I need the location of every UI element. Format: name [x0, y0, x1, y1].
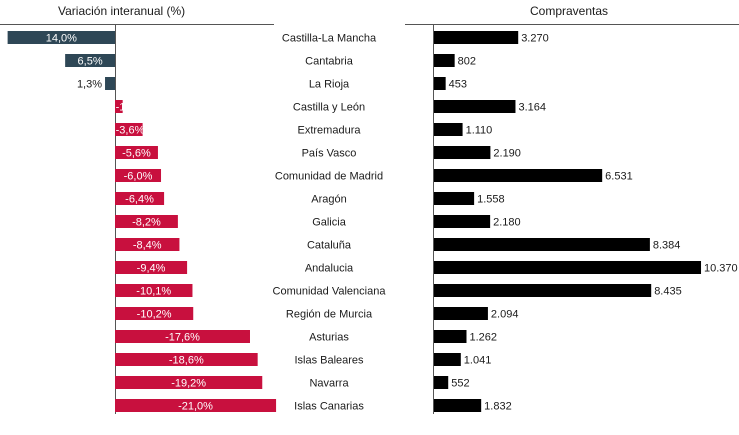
left-bar-label: -17,6% — [165, 332, 200, 344]
right-bar-label: 2.190 — [493, 148, 521, 160]
left-bar — [115, 169, 162, 182]
right-bar-label: 802 — [458, 56, 476, 68]
right-bar — [434, 261, 702, 274]
right-bar — [434, 31, 519, 44]
left-bar-label: -18,6% — [169, 355, 204, 367]
right-bar — [434, 307, 488, 320]
left-bar-label: 1,3% — [77, 79, 102, 91]
left-bar-label: 6,5% — [78, 56, 103, 68]
category-label: Región de Murcia — [286, 309, 373, 321]
category-label: Cantabria — [305, 56, 354, 68]
right-bar — [434, 284, 652, 297]
left-chart-title: Variación interanual (%) — [58, 4, 186, 18]
right-bar-label: 1.262 — [469, 332, 497, 344]
left-bar — [115, 399, 277, 412]
left-bar — [115, 330, 250, 343]
right-bar-label: 3.270 — [521, 33, 549, 45]
category-label: Extremadura — [298, 125, 362, 137]
right-bar — [434, 146, 491, 159]
right-bar — [434, 169, 603, 182]
left-bar — [65, 54, 115, 67]
left-bar-label: -6,4% — [125, 194, 154, 206]
left-bar — [115, 123, 143, 136]
category-label: Cataluña — [307, 240, 352, 252]
left-bar — [115, 353, 258, 366]
right-bar-label: 1.832 — [484, 401, 512, 413]
right-bar — [434, 54, 455, 67]
right-bar — [434, 192, 475, 205]
right-bar — [434, 238, 650, 251]
category-label: Aragón — [311, 194, 346, 206]
right-bar-label: 1.110 — [466, 125, 493, 137]
left-bar — [115, 146, 158, 159]
right-bar — [434, 215, 491, 228]
right-bar-label: 1.558 — [477, 194, 505, 206]
category-label: Andalucia — [305, 263, 354, 275]
left-bar — [115, 192, 165, 205]
left-bar-label: -9,4% — [137, 263, 166, 275]
left-bar — [105, 77, 115, 90]
category-label: País Vasco — [302, 148, 357, 160]
right-bar-label: 6.531 — [605, 171, 633, 183]
right-bar-label: 1.041 — [464, 355, 492, 367]
category-label: Castilla-La Mancha — [282, 33, 377, 45]
left-bar — [7, 31, 115, 44]
right-bar — [434, 353, 461, 366]
right-bar — [434, 77, 446, 90]
left-bar — [115, 376, 263, 389]
left-bar — [115, 261, 188, 274]
category-label: Asturias — [309, 332, 349, 344]
left-bar-label: -8,4% — [133, 240, 162, 252]
left-bar — [115, 215, 178, 228]
right-bar — [434, 399, 482, 412]
right-bar — [434, 100, 516, 113]
left-bar-label: -5,6% — [122, 148, 151, 160]
right-bar-label: 2.094 — [491, 309, 519, 321]
left-bar — [115, 100, 123, 113]
right-bar-label: 8.435 — [654, 286, 682, 298]
left-bar — [115, 238, 180, 251]
left-bar-label: -10,2% — [137, 309, 172, 321]
left-bar-label: 14,0% — [46, 33, 77, 45]
right-bar-label: 10.370 — [704, 263, 738, 275]
category-label: Islas Baleares — [294, 355, 364, 367]
right-bar — [434, 123, 463, 136]
category-label: Comunidad de Madrid — [275, 171, 383, 183]
left-bar-label: -3,6% — [116, 125, 145, 137]
left-bar-label: -8,2% — [132, 217, 161, 229]
left-bar-label: -21,0% — [178, 401, 213, 413]
category-label: Islas Canarias — [294, 401, 364, 413]
right-chart-title: Compraventas — [530, 4, 609, 18]
right-bar-label: 453 — [449, 79, 467, 91]
left-bar-label: -6,0% — [124, 171, 153, 183]
category-label: Galicia — [312, 217, 347, 229]
left-bar-label: -19,2% — [171, 378, 206, 390]
right-bar-label: 2.180 — [493, 217, 521, 229]
right-bar-label: 552 — [451, 378, 469, 390]
left-bar — [115, 307, 194, 320]
category-label: Comunidad Valenciana — [273, 286, 387, 298]
right-bar — [434, 330, 467, 343]
left-bar-label: -10,1% — [136, 286, 171, 298]
right-bar-label: 8.384 — [653, 240, 681, 252]
right-bar — [434, 376, 449, 389]
category-label: Castilla y León — [293, 102, 365, 114]
left-bar-label: -1,0% — [116, 102, 145, 114]
category-label: La Rioja — [309, 79, 350, 91]
right-bar-label: 3.164 — [518, 102, 546, 114]
left-bar — [115, 284, 193, 297]
category-label: Navarra — [309, 378, 349, 390]
